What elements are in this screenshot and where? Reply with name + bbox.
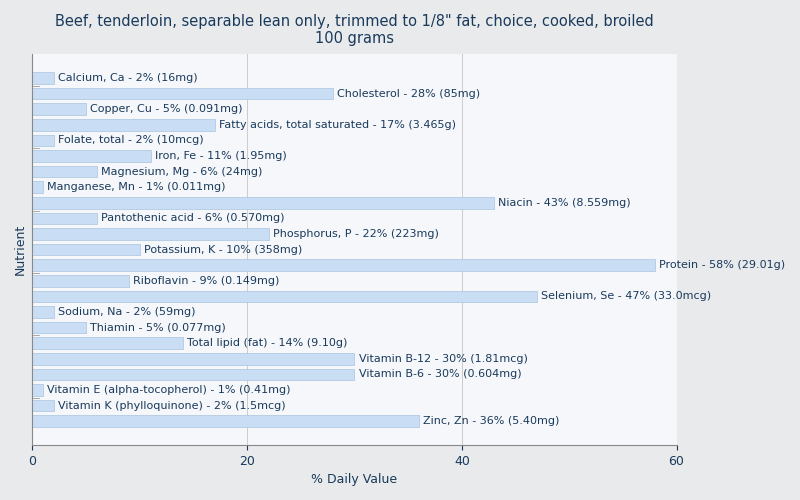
Bar [33, 400, 54, 411]
Bar [33, 384, 43, 396]
Text: Folate, total - 2% (10mcg): Folate, total - 2% (10mcg) [58, 136, 204, 145]
Y-axis label: Nutrient: Nutrient [14, 224, 27, 275]
Text: Riboflavin - 9% (0.149mg): Riboflavin - 9% (0.149mg) [134, 276, 280, 286]
Text: Niacin - 43% (8.559mg): Niacin - 43% (8.559mg) [498, 198, 631, 208]
Bar [33, 150, 150, 162]
Text: Vitamin B-12 - 30% (1.81mcg): Vitamin B-12 - 30% (1.81mcg) [358, 354, 528, 364]
Bar [33, 134, 54, 146]
Text: Protein - 58% (29.01g): Protein - 58% (29.01g) [659, 260, 786, 270]
Bar [33, 212, 97, 224]
Text: Fatty acids, total saturated - 17% (3.465g): Fatty acids, total saturated - 17% (3.46… [219, 120, 456, 130]
X-axis label: % Daily Value: % Daily Value [311, 473, 398, 486]
Bar [33, 353, 354, 364]
Bar [33, 182, 43, 193]
Bar [33, 104, 86, 115]
Text: Phosphorus, P - 22% (223mg): Phosphorus, P - 22% (223mg) [273, 229, 438, 239]
Bar [33, 306, 54, 318]
Text: Manganese, Mn - 1% (0.011mg): Manganese, Mn - 1% (0.011mg) [47, 182, 226, 192]
Text: Zinc, Zn - 36% (5.40mg): Zinc, Zn - 36% (5.40mg) [423, 416, 559, 426]
Text: Vitamin E (alpha-tocopherol) - 1% (0.41mg): Vitamin E (alpha-tocopherol) - 1% (0.41m… [47, 385, 291, 395]
Bar [33, 88, 333, 100]
Text: Thiamin - 5% (0.077mg): Thiamin - 5% (0.077mg) [90, 322, 226, 332]
Text: Magnesium, Mg - 6% (24mg): Magnesium, Mg - 6% (24mg) [101, 166, 262, 176]
Text: Vitamin B-6 - 30% (0.604mg): Vitamin B-6 - 30% (0.604mg) [358, 370, 522, 380]
Bar [33, 166, 97, 177]
Bar [33, 338, 182, 349]
Text: Iron, Fe - 11% (1.95mg): Iron, Fe - 11% (1.95mg) [155, 151, 286, 161]
Text: Potassium, K - 10% (358mg): Potassium, K - 10% (358mg) [144, 244, 302, 254]
Text: Calcium, Ca - 2% (16mg): Calcium, Ca - 2% (16mg) [58, 73, 198, 83]
Bar [33, 322, 86, 334]
Bar [33, 416, 419, 427]
Bar [33, 368, 354, 380]
Bar [33, 290, 537, 302]
Text: Pantothenic acid - 6% (0.570mg): Pantothenic acid - 6% (0.570mg) [101, 214, 285, 224]
Bar [33, 260, 655, 271]
Text: Sodium, Na - 2% (59mg): Sodium, Na - 2% (59mg) [58, 307, 196, 317]
Bar [33, 72, 54, 84]
Text: Selenium, Se - 47% (33.0mcg): Selenium, Se - 47% (33.0mcg) [542, 292, 711, 302]
Bar [33, 119, 215, 130]
Title: Beef, tenderloin, separable lean only, trimmed to 1/8" fat, choice, cooked, broi: Beef, tenderloin, separable lean only, t… [55, 14, 654, 46]
Bar [33, 197, 494, 208]
Bar [33, 275, 129, 286]
Text: Cholesterol - 28% (85mg): Cholesterol - 28% (85mg) [338, 88, 481, 99]
Text: Total lipid (fat) - 14% (9.10g): Total lipid (fat) - 14% (9.10g) [187, 338, 347, 348]
Bar [33, 228, 269, 240]
Bar [33, 244, 140, 256]
Text: Vitamin K (phylloquinone) - 2% (1.5mcg): Vitamin K (phylloquinone) - 2% (1.5mcg) [58, 400, 286, 410]
Text: Copper, Cu - 5% (0.091mg): Copper, Cu - 5% (0.091mg) [90, 104, 243, 114]
